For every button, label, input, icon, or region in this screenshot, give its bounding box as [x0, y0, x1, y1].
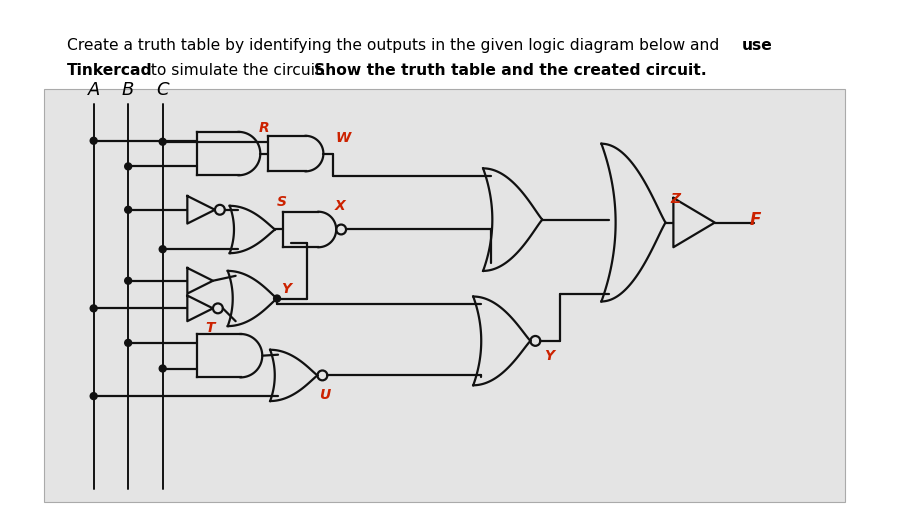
Text: C: C — [156, 81, 169, 100]
Text: U: U — [319, 388, 331, 402]
Text: Y: Y — [281, 281, 291, 296]
Text: use: use — [741, 37, 772, 53]
Circle shape — [90, 138, 97, 144]
Text: W: W — [336, 131, 351, 145]
Text: R: R — [258, 121, 269, 135]
Text: Z: Z — [670, 192, 680, 206]
Circle shape — [124, 339, 132, 346]
Circle shape — [160, 246, 166, 252]
Text: to simulate the circuit.: to simulate the circuit. — [146, 63, 331, 78]
Circle shape — [273, 295, 281, 302]
Text: Create a truth table by identifying the outputs in the given logic diagram below: Create a truth table by identifying the … — [67, 37, 724, 53]
Circle shape — [124, 163, 132, 170]
Circle shape — [160, 365, 166, 372]
Text: B: B — [122, 81, 134, 100]
Text: A: A — [87, 81, 100, 100]
Text: T: T — [205, 321, 215, 335]
Text: Y: Y — [544, 349, 554, 363]
Bar — [44, 90, 845, 502]
Circle shape — [124, 277, 132, 284]
Text: Show the truth table and the created circuit.: Show the truth table and the created cir… — [314, 63, 706, 78]
Circle shape — [124, 206, 132, 213]
Text: F: F — [750, 211, 760, 229]
Text: X: X — [335, 199, 345, 213]
Circle shape — [90, 305, 97, 312]
Text: Tinkercad: Tinkercad — [67, 63, 152, 78]
Circle shape — [90, 393, 97, 399]
Circle shape — [160, 138, 166, 145]
Text: S: S — [277, 195, 287, 209]
